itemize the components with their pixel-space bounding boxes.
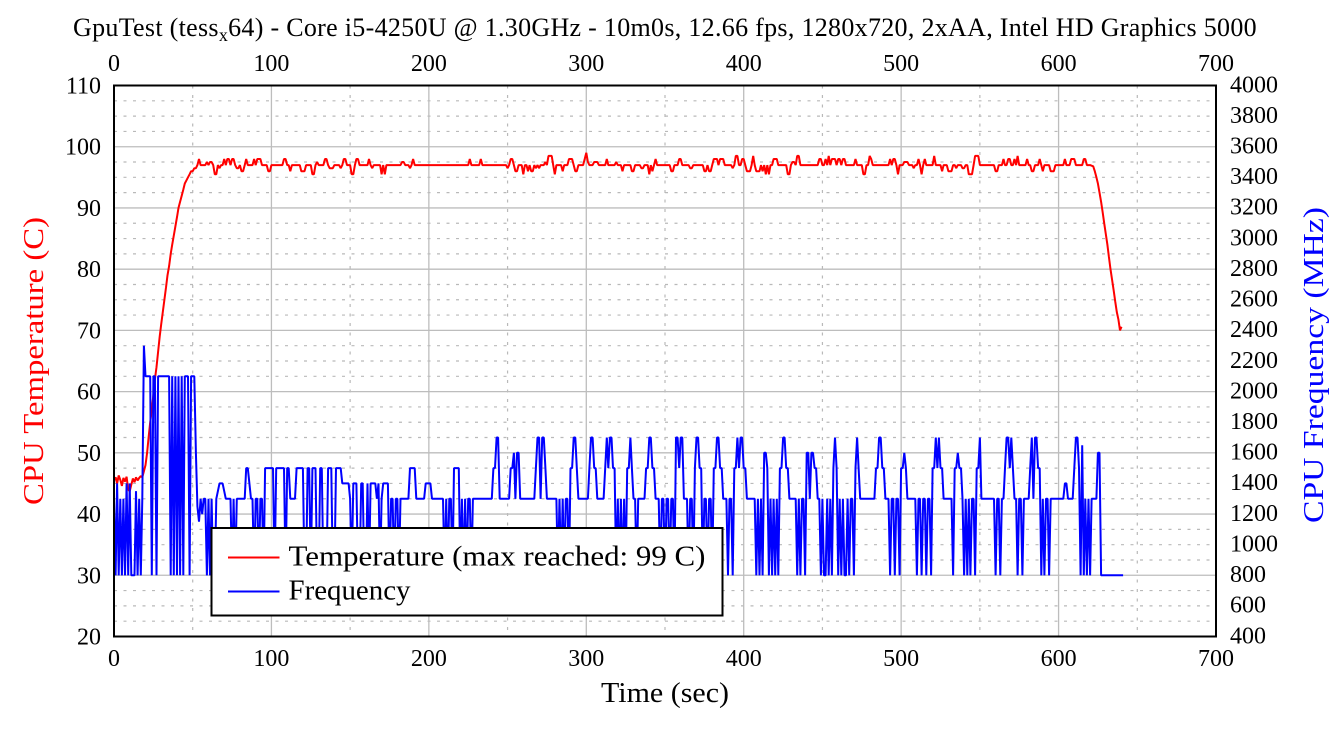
- svg-text:1400: 1400: [1230, 470, 1278, 496]
- svg-text:CPU Temperature (C): CPU Temperature (C): [18, 217, 50, 505]
- svg-text:60: 60: [77, 380, 101, 406]
- svg-text:400: 400: [726, 646, 762, 672]
- svg-text:400: 400: [726, 51, 762, 77]
- svg-text:700: 700: [1198, 646, 1234, 672]
- svg-text:70: 70: [77, 318, 101, 344]
- svg-text:2600: 2600: [1230, 287, 1278, 313]
- svg-text:500: 500: [883, 51, 919, 77]
- svg-text:3000: 3000: [1230, 225, 1278, 251]
- svg-text:110: 110: [66, 74, 101, 100]
- svg-text:90: 90: [77, 196, 101, 222]
- svg-text:20: 20: [77, 625, 101, 651]
- svg-text:GpuTest (tessx64) - Core i5-42: GpuTest (tessx64) - Core i5-4250U @ 1.30…: [73, 13, 1257, 45]
- svg-text:100: 100: [253, 646, 289, 672]
- svg-text:1600: 1600: [1230, 440, 1278, 466]
- svg-text:600: 600: [1041, 646, 1077, 672]
- svg-text:600: 600: [1041, 51, 1077, 77]
- svg-text:1000: 1000: [1230, 532, 1278, 558]
- svg-text:2800: 2800: [1230, 256, 1278, 282]
- svg-text:2000: 2000: [1230, 378, 1278, 404]
- svg-text:300: 300: [568, 51, 604, 77]
- svg-text:300: 300: [568, 646, 604, 672]
- svg-text:3600: 3600: [1230, 134, 1278, 160]
- svg-text:4000: 4000: [1230, 72, 1278, 98]
- svg-text:Time (sec): Time (sec): [601, 677, 729, 709]
- svg-text:100: 100: [253, 51, 289, 77]
- svg-text:600: 600: [1230, 593, 1266, 619]
- svg-text:2200: 2200: [1230, 348, 1278, 374]
- svg-text:400: 400: [1230, 623, 1266, 649]
- svg-text:50: 50: [77, 441, 101, 467]
- svg-text:80: 80: [77, 257, 101, 283]
- svg-text:2400: 2400: [1230, 317, 1278, 343]
- svg-text:Frequency: Frequency: [289, 575, 411, 607]
- svg-text:200: 200: [411, 646, 447, 672]
- svg-text:1800: 1800: [1230, 409, 1278, 435]
- svg-text:700: 700: [1198, 51, 1234, 77]
- svg-text:800: 800: [1230, 562, 1266, 588]
- svg-text:CPU Frequency (MHz): CPU Frequency (MHz): [1298, 207, 1330, 523]
- svg-text:3800: 3800: [1230, 103, 1278, 129]
- svg-text:30: 30: [77, 563, 101, 589]
- svg-text:200: 200: [411, 51, 447, 77]
- svg-text:0: 0: [108, 646, 120, 672]
- svg-text:40: 40: [77, 502, 101, 528]
- svg-text:1200: 1200: [1230, 501, 1278, 527]
- svg-text:100: 100: [65, 135, 101, 161]
- svg-text:0: 0: [108, 51, 120, 77]
- svg-text:3200: 3200: [1230, 195, 1278, 221]
- svg-text:500: 500: [883, 646, 919, 672]
- svg-text:Temperature (max reached: 99 C: Temperature (max reached: 99 C): [289, 541, 706, 573]
- svg-text:3400: 3400: [1230, 164, 1278, 190]
